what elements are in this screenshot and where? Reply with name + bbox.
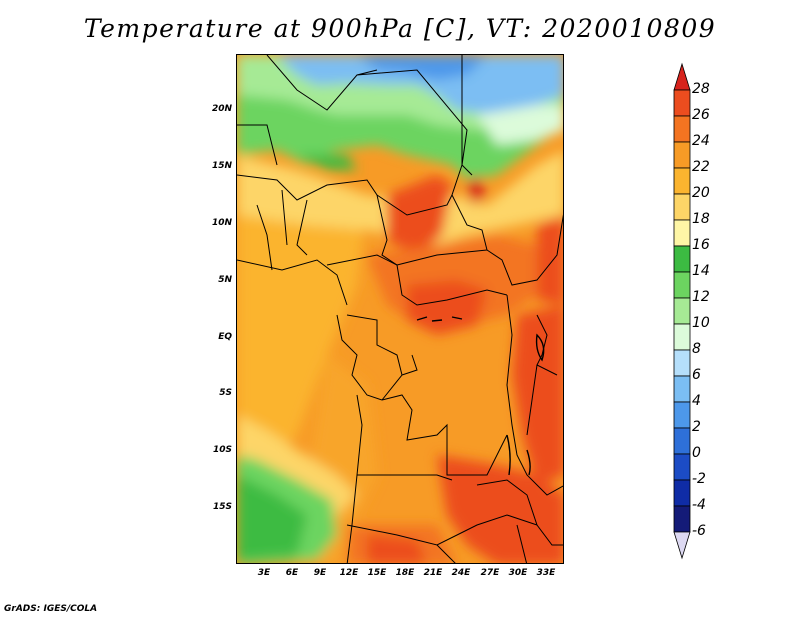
lat-label: 15S (212, 502, 232, 512)
colorbar-label: 2 (692, 419, 701, 435)
colorbar-segment (673, 479, 691, 507)
lat-label: 15N (211, 161, 232, 171)
lon-label: 12E (339, 568, 359, 578)
colorbar-label: -6 (692, 523, 706, 539)
grads-credit: GrADS: IGES/COLA (4, 604, 98, 614)
colorbar-label: 0 (692, 445, 701, 461)
lat-label: 10N (211, 218, 232, 228)
lat-label: 10S (212, 445, 232, 455)
colorbar-segment (673, 89, 691, 117)
colorbar-label: 16 (692, 237, 710, 253)
colorbar-segment (673, 141, 691, 169)
colorbar-label: 10 (692, 315, 710, 331)
lon-label: 9E (313, 568, 327, 578)
colorbar-label: 24 (692, 133, 710, 149)
colorbar-label: -4 (692, 497, 706, 513)
colorbar (673, 62, 691, 560)
colorbar-segment (673, 193, 691, 221)
country-borders (237, 55, 563, 563)
colorbar-bottom-triangle (673, 531, 691, 560)
lon-label: 24E (451, 568, 471, 578)
colorbar-segment (673, 349, 691, 377)
colorbar-segment (673, 453, 691, 481)
temperature-map (236, 54, 564, 564)
lon-label: 6E (285, 568, 299, 578)
colorbar-label: 22 (692, 159, 710, 175)
colorbar-label: 6 (692, 367, 701, 383)
colorbar-label: 12 (692, 289, 710, 305)
colorbar-segment (673, 323, 691, 351)
colorbar-label: 20 (692, 185, 710, 201)
colorbar-label: -2 (692, 471, 706, 487)
colorbar-segment (673, 375, 691, 403)
colorbar-top-triangle (673, 62, 691, 91)
lat-label: 20N (211, 104, 232, 114)
colorbar-label: 28 (692, 81, 710, 97)
lon-label: 30E (508, 568, 528, 578)
colorbar-label: 26 (692, 107, 710, 123)
colorbar-segment (673, 219, 691, 247)
lon-label: 3E (257, 568, 271, 578)
colorbar-segment (673, 271, 691, 299)
colorbar-label: 14 (692, 263, 710, 279)
lat-label: EQ (218, 332, 232, 342)
colorbar-segment (673, 401, 691, 429)
lat-label: 5S (219, 388, 232, 398)
lon-label: 15E (367, 568, 387, 578)
colorbar-segment (673, 297, 691, 325)
colorbar-segment (673, 505, 691, 533)
lon-label: 27E (480, 568, 500, 578)
colorbar-label: 8 (692, 341, 701, 357)
colorbar-segment (673, 115, 691, 143)
map-canvas (237, 55, 563, 563)
colorbar-segment (673, 167, 691, 195)
lon-label: 21E (423, 568, 443, 578)
colorbar-label: 18 (692, 211, 710, 227)
colorbar-label: 4 (692, 393, 701, 409)
lon-label: 33E (536, 568, 556, 578)
colorbar-segment (673, 427, 691, 455)
map-title: Temperature at 900hPa [C], VT: 202001080… (83, 14, 717, 43)
lat-label: 5N (218, 275, 232, 285)
colorbar-segment (673, 245, 691, 273)
lon-label: 18E (395, 568, 415, 578)
